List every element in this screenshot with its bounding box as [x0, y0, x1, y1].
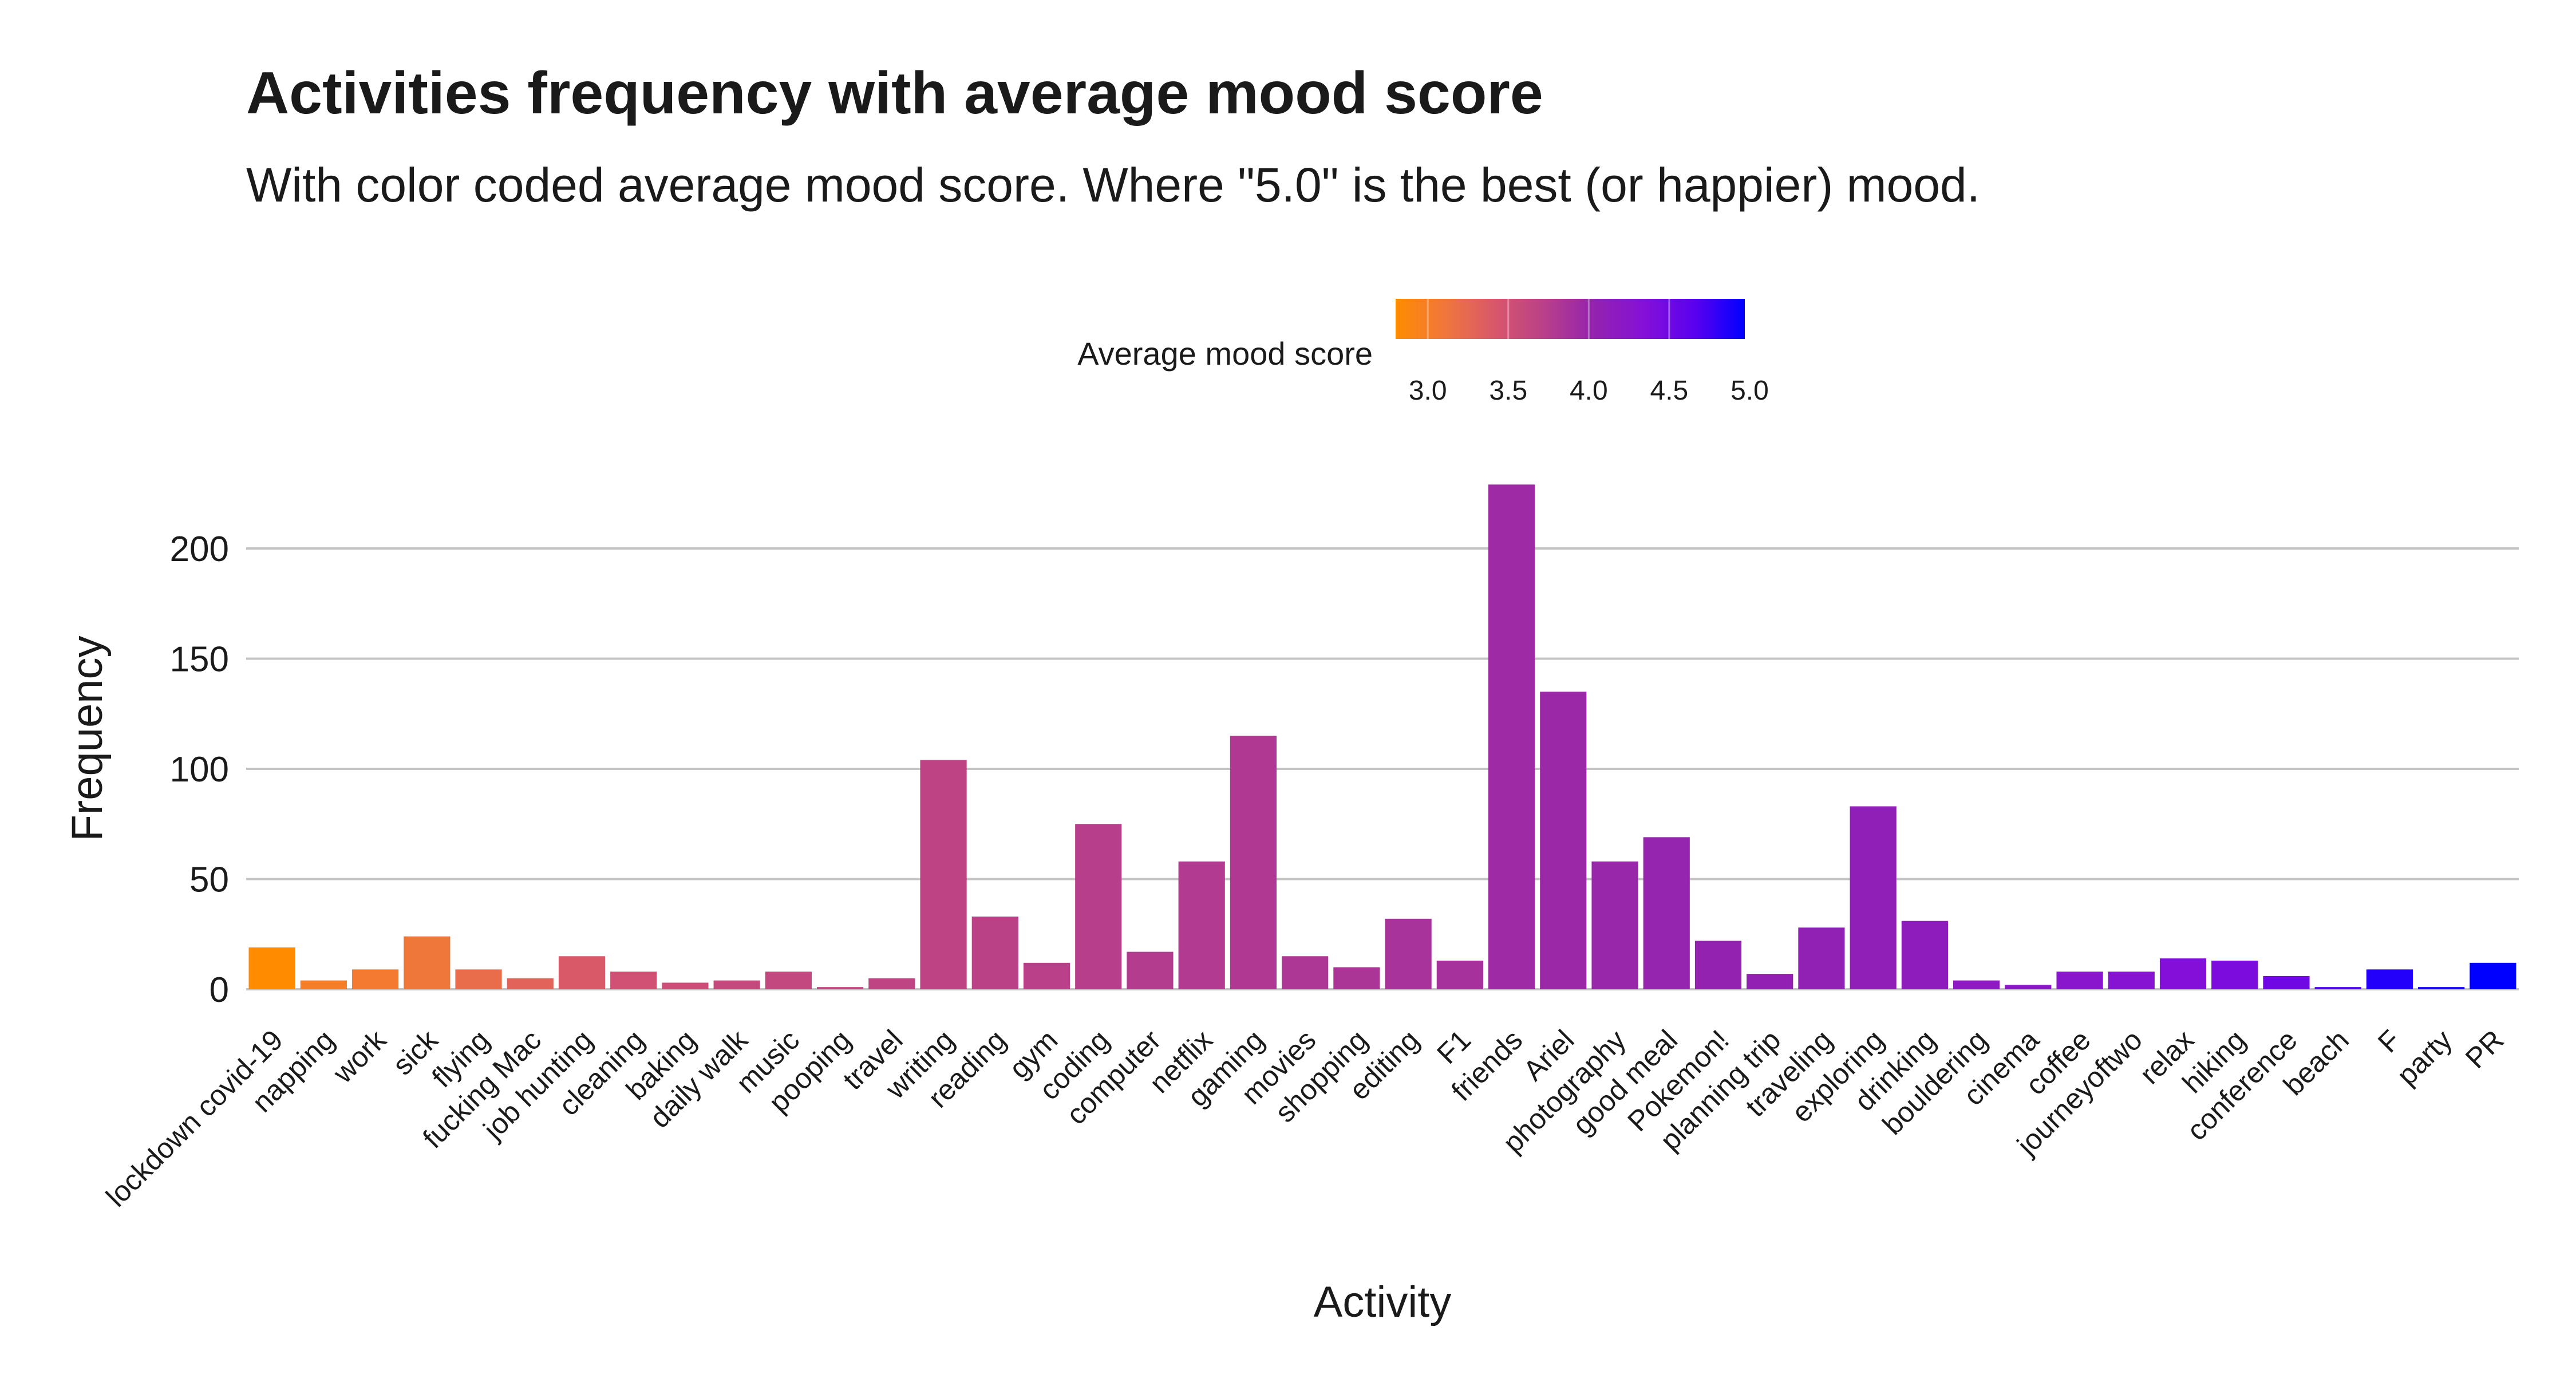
- y-tick-label: 50: [189, 860, 229, 900]
- x-axis-ticks: lockdown covid-19nappingworksickflyingfu…: [100, 1023, 2510, 1213]
- bar-work: [351, 969, 399, 989]
- legend-colorbar: [1396, 299, 1745, 339]
- bar-coffee: [2056, 972, 2103, 989]
- bar-gym: [1023, 962, 1070, 989]
- bar-gaming: [1230, 736, 1277, 989]
- legend-tick-label: 4.5: [1650, 376, 1689, 406]
- bar-exploring: [1850, 806, 1897, 989]
- bar-sick: [404, 936, 451, 989]
- bar-baking: [662, 982, 709, 989]
- bar-beach: [2314, 987, 2361, 989]
- bar-reading: [971, 916, 1018, 989]
- bar-lockdown-covid-19: [248, 947, 295, 989]
- bar-editing: [1385, 918, 1432, 989]
- bar-planning-trip: [1747, 974, 1793, 989]
- bar-drinking: [1901, 921, 1948, 989]
- bar-party: [2418, 987, 2465, 989]
- legend-ticks: 3.0 3.5 4.0 4.5 5.0: [1409, 299, 1769, 406]
- y-tick-label: 100: [170, 750, 229, 789]
- bars: [248, 484, 2516, 989]
- bar-pokemon: [1694, 941, 1742, 989]
- y-tick-label: 0: [210, 970, 229, 1010]
- x-tick-label: work: [326, 1023, 393, 1089]
- bar-ariel: [1540, 692, 1587, 989]
- bar-daily-walk: [713, 980, 760, 989]
- bar-hiking: [2211, 960, 2258, 989]
- x-tick-label: lockdown covid-19: [100, 1024, 289, 1213]
- bar-movies: [1282, 956, 1329, 989]
- y-tick-label: 200: [170, 530, 229, 569]
- x-tick-label: PR: [2459, 1024, 2510, 1075]
- y-axis-label: Frequency: [63, 635, 112, 841]
- bar-f: [2366, 969, 2413, 989]
- bar-napping: [300, 980, 347, 989]
- bar-pooping: [817, 987, 864, 989]
- bar-fucking-mac: [507, 978, 554, 989]
- x-tick-label: F: [2372, 1024, 2407, 1059]
- bar-travel: [868, 978, 915, 989]
- bar-journeyoftwo: [2108, 972, 2155, 989]
- gridlines: [246, 547, 2519, 990]
- bar-writing: [920, 760, 967, 989]
- legend: Average mood score 3.0 3.5 4.0 4.5 5.0: [1077, 299, 1769, 406]
- y-tick-label: 150: [170, 640, 229, 680]
- bar-netflix: [1178, 861, 1225, 989]
- bar-computer: [1127, 951, 1174, 989]
- legend-tick-label: 4.0: [1570, 376, 1608, 406]
- x-axis-label: Activity: [1314, 1278, 1452, 1326]
- legend-tick-label: 5.0: [1730, 376, 1769, 406]
- bar-photography: [1591, 861, 1638, 989]
- bar-friends: [1488, 484, 1535, 989]
- bar-f1: [1436, 960, 1483, 989]
- bar-flying: [455, 969, 502, 989]
- bar-bouldering: [1953, 980, 2000, 989]
- bar-conference: [2263, 976, 2310, 989]
- bar-shopping: [1333, 967, 1380, 989]
- bar-traveling: [1798, 927, 1845, 989]
- bar-coding: [1075, 824, 1122, 989]
- bar-music: [765, 972, 812, 989]
- x-tick-label: party: [2391, 1024, 2458, 1091]
- bar-cleaning: [610, 972, 657, 989]
- chart-title: Activities frequency with average mood s…: [246, 60, 1543, 127]
- bar-job-hunting: [558, 956, 606, 989]
- y-axis-ticks: 0 50 100 150 200: [170, 530, 229, 1010]
- chart-subtitle: With color coded average mood score. Whe…: [246, 158, 1980, 212]
- bar-good-meal: [1643, 837, 1690, 989]
- bar-relax: [2159, 958, 2207, 989]
- bar-pr: [2470, 962, 2516, 989]
- legend-title: Average mood score: [1077, 335, 1373, 372]
- legend-tick-label: 3.0: [1409, 376, 1447, 406]
- bar-cinema: [2005, 985, 2052, 989]
- legend-tick-label: 3.5: [1489, 376, 1527, 406]
